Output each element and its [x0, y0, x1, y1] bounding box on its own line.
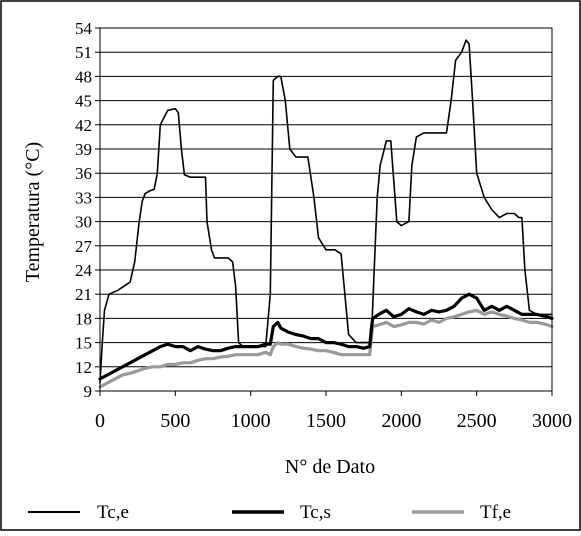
x-tick-label: 2000: [381, 410, 421, 432]
y-tick-label: 33: [75, 188, 92, 207]
y-axis-label: Temperatura (°C): [22, 142, 44, 282]
legend: Tc,e Tc,s Tf,e: [28, 502, 511, 523]
legend-label-tf-e: Tf,e: [480, 502, 511, 523]
y-tick-label: 21: [75, 285, 92, 304]
series-layer: [98, 39, 554, 389]
y-tick-label: 15: [75, 334, 92, 353]
y-tick-label: 9: [84, 382, 93, 401]
x-tick-label: 3000: [532, 410, 572, 432]
y-tick-label: 30: [75, 213, 92, 232]
series-line-tf-e: [98, 308, 554, 389]
y-axis-ticks: 9 12 15 18 21 24 27 30 33 36 39 42 45 48 51 54: [75, 19, 100, 401]
x-tick-label: 500: [160, 410, 190, 432]
y-tick-label: 39: [75, 140, 92, 159]
y-tick-label: 24: [75, 261, 93, 280]
y-tick-label: 45: [75, 92, 92, 111]
y-tick-label: 42: [75, 116, 92, 135]
y-tick-label: 51: [75, 43, 92, 62]
x-axis-ticks: 0 500 1000 1500 2000 2500 3000: [95, 391, 572, 432]
y-tick-label: 54: [75, 19, 93, 38]
y-tick-label: 36: [75, 164, 92, 183]
y-tick-label: 18: [75, 309, 92, 328]
x-tick-label: 2500: [457, 410, 497, 432]
y-tick-label: 48: [75, 67, 92, 86]
legend-label-tc-e: Tc,e: [97, 502, 129, 523]
x-tick-label: 1000: [231, 410, 271, 432]
legend-label-tc-s: Tc,s: [300, 502, 331, 523]
x-tick-label: 0: [95, 410, 105, 432]
series-line-tc-e: [99, 39, 553, 384]
y-tick-label: 12: [75, 358, 92, 377]
x-tick-label: 1500: [306, 410, 346, 432]
x-axis-label: N° de Dato: [285, 456, 375, 478]
series-line-tc-s: [98, 292, 554, 381]
y-tick-label: 27: [75, 237, 93, 256]
